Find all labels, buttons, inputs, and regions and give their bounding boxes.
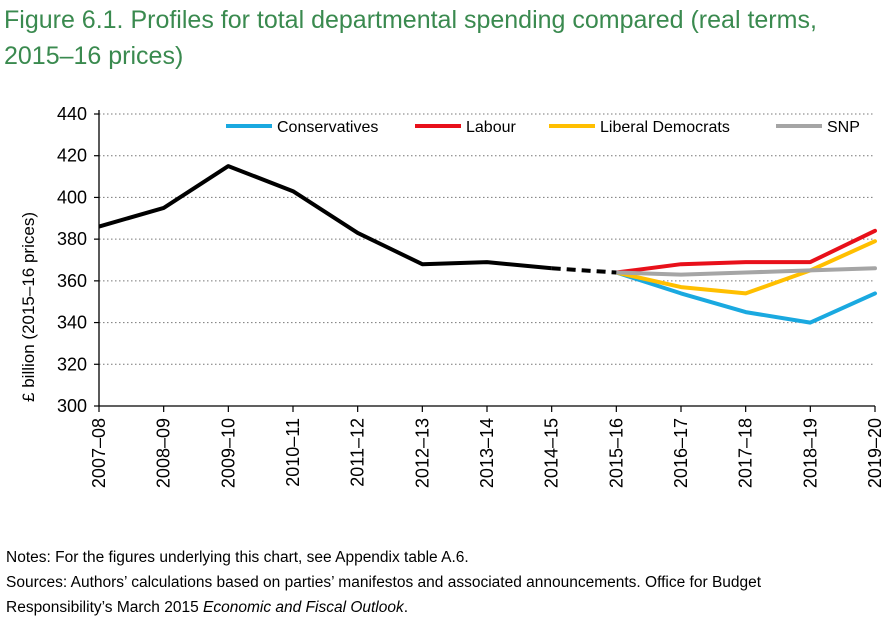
x-tick-label: 2009–10 xyxy=(218,418,238,488)
sources-line: Sources: Authors’ calculations based on … xyxy=(6,574,762,591)
x-tick-label: 2007–08 xyxy=(89,418,109,488)
x-tick-label: 2019–20 xyxy=(865,418,885,488)
legend-label: SNP xyxy=(827,119,860,136)
x-tick-label: 2014–15 xyxy=(542,418,562,488)
sources-text: Responsibility’s March 2015 xyxy=(6,599,204,616)
y-tick-label: 320 xyxy=(57,354,87,374)
axes: 300 320 340 360 380 400 420 440 2007–08 2008–09 20… xyxy=(57,104,885,488)
publication-title: Economic and Fiscal Outlook xyxy=(203,599,404,616)
notes: Notes: For the figures underlying this c… xyxy=(6,545,890,620)
sources-line-continued: Responsibility’s March 2015 Economic and… xyxy=(6,595,890,620)
x-tick-label: 2015–16 xyxy=(606,418,626,488)
x-tick-label: 2018–19 xyxy=(800,418,820,488)
history-line xyxy=(98,164,552,271)
x-tick-label: 2008–09 xyxy=(154,418,174,488)
legend-label: Conservatives xyxy=(277,119,378,136)
y-tick-label: 300 xyxy=(57,396,87,416)
legend: Conservatives Labour Liberal Democrats SNP xyxy=(226,119,860,136)
series-line-labour xyxy=(614,228,877,275)
y-tick-label: 360 xyxy=(57,271,87,291)
series-lines xyxy=(98,164,877,325)
gridlines xyxy=(99,113,875,365)
chart-title: Figure 6.1. Profiles for total departmen… xyxy=(4,6,817,70)
projection-link-line xyxy=(551,266,617,275)
legend-label: Labour xyxy=(466,119,516,136)
sources-end: . xyxy=(403,599,409,616)
x-tick-label: 2010–11 xyxy=(283,418,303,487)
legend-label: Liberal Democrats xyxy=(600,119,730,136)
y-axis-label: £ billion (2015–16 prices) xyxy=(19,212,38,402)
series-line-liberal-democrats xyxy=(614,239,877,296)
series-line-snp xyxy=(614,266,877,277)
y-tick-label: 380 xyxy=(57,229,87,249)
notes-line: Notes: For the figures underlying this c… xyxy=(6,549,469,566)
y-tick-label: 340 xyxy=(57,313,87,333)
y-tick-label: 440 xyxy=(57,104,87,124)
y-tick-label: 400 xyxy=(57,187,87,207)
series-line-conservatives xyxy=(614,270,877,325)
x-tick-label: 2011–12 xyxy=(348,418,368,487)
x-tick-label: 2013–14 xyxy=(477,418,497,488)
x-tick-label: 2016–17 xyxy=(671,418,691,488)
y-tick-label: 420 xyxy=(57,146,87,166)
line-chart: 300 320 340 360 380 400 420 440 2007–08 2008–09 20… xyxy=(19,104,885,488)
x-tick-label: 2012–13 xyxy=(412,418,432,488)
x-tick-label: 2017–18 xyxy=(736,418,756,488)
